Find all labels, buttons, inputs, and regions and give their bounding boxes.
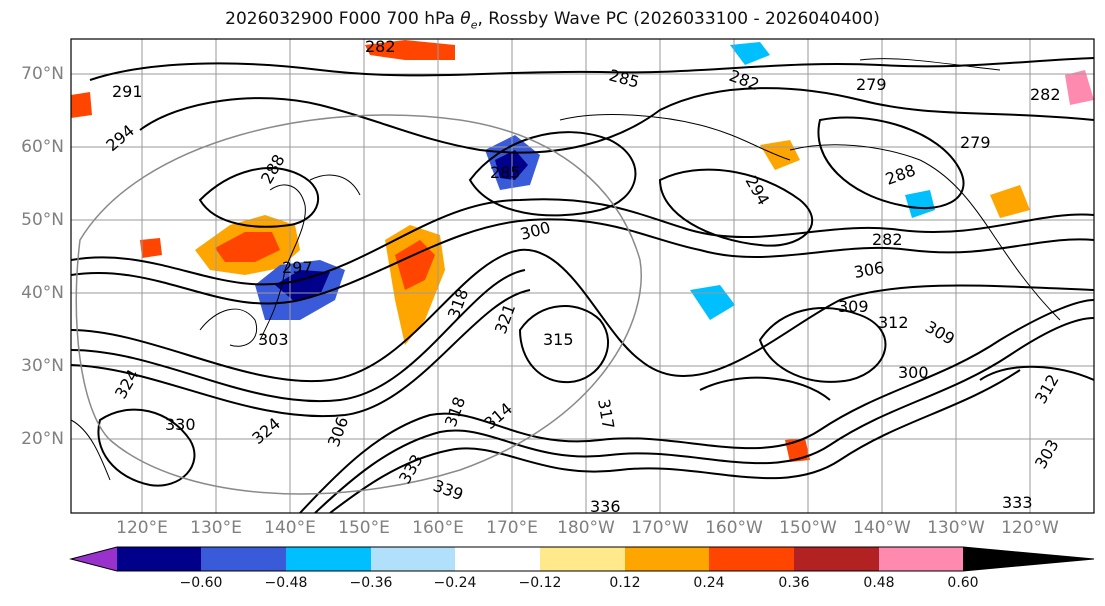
lat-label: 40°N	[21, 283, 64, 303]
lon-label: 130°W	[927, 518, 985, 538]
lat-label: 20°N	[21, 429, 64, 449]
coastlines	[71, 58, 1061, 481]
title-symbol: θ	[460, 9, 471, 29]
colorbar-segment	[455, 547, 540, 571]
lon-label: 160°E	[412, 518, 464, 538]
colorbar-tick: −0.60	[179, 575, 223, 591]
lon-label: 170°W	[631, 518, 689, 538]
title-suffix: , Rossby Wave PC (2026033100 - 202604040…	[477, 9, 880, 29]
lat-label: 70°N	[21, 64, 64, 84]
negative-anomaly-ne-pacific	[690, 285, 735, 320]
lon-label: 120°W	[1001, 518, 1059, 538]
contour-label: 285	[490, 163, 521, 182]
colorbar-tick: 0.48	[863, 575, 895, 591]
colorbar-segment	[963, 547, 1094, 571]
colorbar-segment	[286, 547, 371, 571]
negative-anomaly-alaska	[730, 42, 770, 65]
contour-label: 303	[258, 330, 289, 349]
contour-label: 330	[165, 415, 196, 434]
colorbar-segment	[879, 547, 963, 571]
colorbar-tick: −0.48	[264, 575, 308, 591]
map-background	[71, 39, 1094, 513]
colorbar	[69, 546, 1095, 572]
colorbar-segment	[117, 547, 201, 571]
lon-label: 160°W	[705, 518, 763, 538]
colorbar-segment	[71, 547, 117, 571]
reference-circle	[75, 114, 642, 495]
lon-label: 150°E	[338, 518, 390, 538]
colorbar-segment	[625, 547, 709, 571]
contour-label: 300	[898, 363, 929, 382]
colorbar-segment	[371, 547, 455, 571]
contour-label: 336	[590, 497, 621, 516]
colorbar-segment	[201, 547, 286, 571]
map-frame	[70, 38, 1095, 514]
lon-label: 130°E	[190, 518, 242, 538]
colorbar-tick: 0.36	[778, 575, 810, 591]
contour-label: 279	[856, 75, 887, 94]
contour-label: 315	[543, 330, 574, 349]
lon-label: 170°E	[486, 518, 538, 538]
lon-label: 150°W	[779, 518, 837, 538]
contour-label: 282	[365, 37, 396, 56]
contour-label: 279	[960, 133, 991, 152]
colorbar-tick: 0.12	[609, 575, 641, 591]
graticule	[71, 39, 1094, 513]
lon-label: 120°E	[116, 518, 168, 538]
colorbar-segment	[794, 547, 879, 571]
lon-label: 140°E	[264, 518, 316, 538]
contour-label: 282	[1030, 85, 1061, 104]
lon-label: 140°W	[853, 518, 911, 538]
colorbar-tick: −0.36	[349, 575, 393, 591]
title-prefix: 2026032900 F000 700 hPa	[225, 9, 461, 29]
strong-positive-anomaly-central-pacific	[395, 240, 435, 290]
colorbar-tick: 0.60	[947, 575, 979, 591]
lat-label: 30°N	[21, 356, 64, 376]
lat-label: 60°N	[21, 137, 64, 157]
colorbar-tick: 0.24	[693, 575, 725, 591]
strong-negative-anomaly-japan	[275, 270, 330, 302]
theta-e-contours	[71, 57, 1094, 513]
lat-label: 50°N	[21, 210, 64, 230]
contour-label: 282	[872, 230, 903, 249]
positive-anomaly-siberia	[71, 92, 92, 118]
lon-label: 180°W	[557, 518, 615, 538]
contour-label: 312	[878, 313, 909, 332]
contour-label: 333	[1002, 493, 1033, 512]
colorbar-segment	[540, 547, 625, 571]
negative-anomaly-canada	[905, 190, 935, 218]
positive-anomaly-far-north	[1065, 70, 1094, 105]
colorbar-segment	[709, 547, 794, 571]
contour-label: 297	[282, 258, 313, 277]
colorbar-tick: −0.24	[433, 575, 477, 591]
contour-label: 291	[112, 82, 143, 101]
positive-anomaly-china	[140, 238, 162, 258]
figure-title: 2026032900 F000 700 hPa θe, Rossby Wave …	[0, 9, 1105, 31]
positive-anomaly-canada	[990, 185, 1030, 218]
contour-label: 309	[838, 297, 869, 316]
positive-anomaly-arctic	[365, 40, 455, 60]
strong-positive-anomaly-west-pacific	[215, 232, 280, 262]
title-symbol-sub: e	[470, 18, 478, 32]
colorbar-outline	[69, 546, 1095, 572]
colorbar-tick: −0.12	[518, 575, 562, 591]
